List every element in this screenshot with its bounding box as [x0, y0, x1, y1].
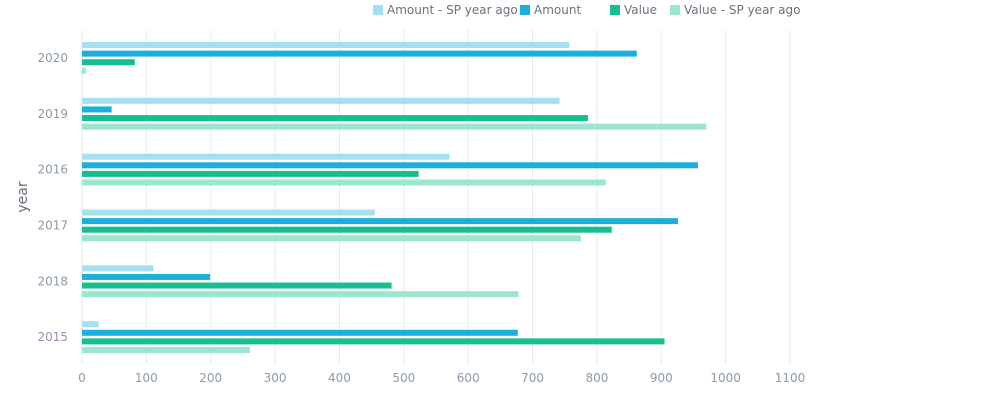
bar[interactable] [82, 50, 637, 57]
legend-swatch [610, 5, 620, 15]
bar[interactable] [82, 179, 606, 186]
bar[interactable] [82, 59, 135, 66]
x-tick-label: 0 [78, 371, 86, 385]
x-tick-label: 1100 [775, 371, 806, 385]
bar[interactable] [82, 321, 99, 328]
bar[interactable] [82, 67, 86, 74]
bar[interactable] [82, 282, 392, 289]
bar[interactable] [82, 115, 588, 122]
x-tick-label: 300 [264, 371, 287, 385]
bar[interactable] [82, 235, 581, 242]
x-tick-label: 100 [135, 371, 158, 385]
bar[interactable] [82, 329, 518, 336]
bar[interactable] [82, 226, 612, 233]
y-tick-label: 2019 [37, 107, 68, 121]
y-tick-label: 2016 [37, 163, 68, 177]
bar[interactable] [82, 291, 519, 298]
bar[interactable] [82, 170, 419, 177]
bar[interactable] [82, 106, 112, 113]
y-axis-ticks: 2020 2019 2016 2017 2018 2015 [37, 51, 68, 344]
legend: Amount - SP year ago Amount Value Value - S… [373, 3, 800, 17]
y-tick-label: 2020 [37, 51, 68, 65]
bars [82, 42, 707, 353]
legend-label[interactable]: Amount [534, 3, 581, 17]
bar[interactable] [82, 338, 665, 345]
bar[interactable] [82, 273, 211, 280]
x-tick-label: 600 [457, 371, 480, 385]
x-tick-label: 200 [199, 371, 222, 385]
bar[interactable] [82, 42, 570, 49]
legend-swatch [670, 5, 680, 15]
legend-swatch [373, 5, 383, 15]
bar[interactable] [82, 346, 250, 353]
x-tick-label: 500 [392, 371, 415, 385]
x-tick-label: 700 [521, 371, 544, 385]
bar[interactable] [82, 209, 375, 216]
legend-swatch [520, 5, 530, 15]
bar[interactable] [82, 162, 698, 169]
legend-label[interactable]: Value [624, 3, 657, 17]
y-tick-label: 2018 [37, 274, 68, 288]
bar[interactable] [82, 265, 154, 272]
bar[interactable] [82, 97, 560, 104]
x-tick-label: 800 [585, 371, 608, 385]
x-tick-label: 900 [650, 371, 673, 385]
y-tick-label: 2017 [37, 218, 68, 232]
bar[interactable] [82, 153, 450, 160]
bar[interactable] [82, 123, 707, 130]
x-axis-ticks: 0 100 200 300 400 500 600 700 800 900 1000 1100 [78, 371, 805, 385]
x-tick-label: 400 [328, 371, 351, 385]
legend-label[interactable]: Value - SP year ago [684, 3, 800, 17]
grid [81, 30, 791, 365]
bar[interactable] [82, 218, 679, 225]
legend-label[interactable]: Amount - SP year ago [387, 3, 518, 17]
y-axis-title: year [15, 181, 31, 212]
y-tick-label: 2015 [37, 330, 68, 344]
x-tick-label: 1000 [710, 371, 741, 385]
